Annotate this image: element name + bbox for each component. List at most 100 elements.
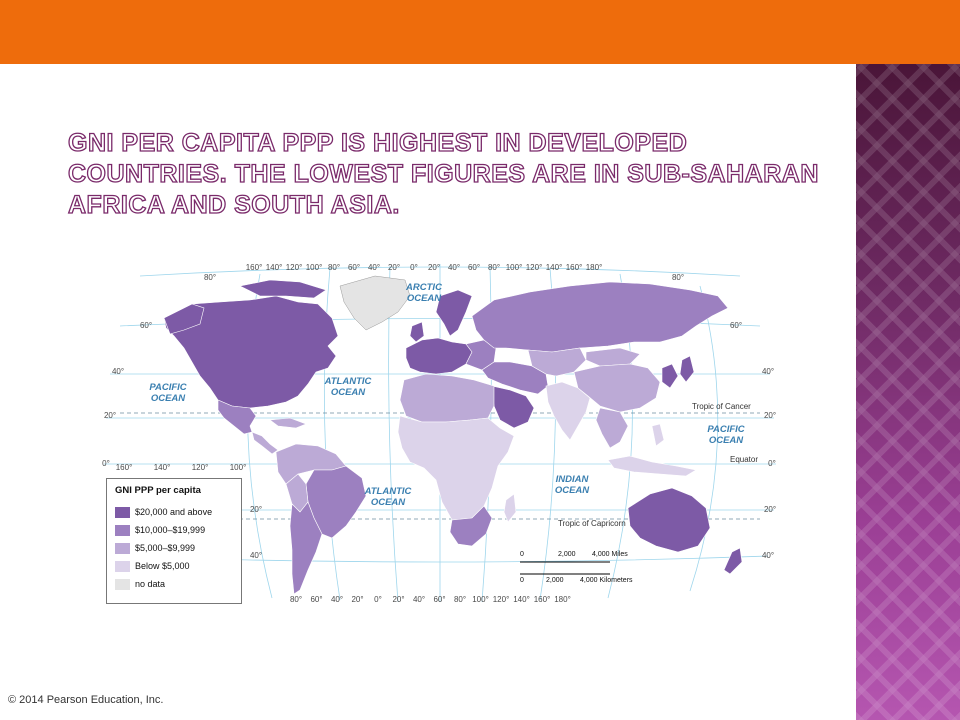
alaska-shape xyxy=(163,303,205,335)
arabia-shape xyxy=(491,385,535,429)
left-latitude-label: 0° xyxy=(102,459,110,468)
right-latitude-label: 0° xyxy=(768,459,776,468)
scale-miles-mid: 2,000 xyxy=(558,551,576,558)
greenland-shape xyxy=(339,275,411,331)
southeast-asia-shape xyxy=(595,407,629,449)
legend-item-5000-9999: $5,000–$9,999 xyxy=(115,542,195,554)
scale-bar: 0 2,000 4,000 Miles 0 2,000 4,000 Kilome… xyxy=(520,551,633,584)
bottom-longitude-label: 20° xyxy=(392,595,404,604)
equator-label: Equator xyxy=(730,455,758,464)
scale-km-end: 4,000 Kilometers xyxy=(580,577,633,584)
russia-shape xyxy=(471,281,729,353)
top-longitude-label: 20° xyxy=(428,263,440,272)
top-longitude-label: 160° xyxy=(566,263,583,272)
right-latitude-label: 80° xyxy=(672,273,684,282)
arctic-ocean-label-2: OCEAN xyxy=(407,293,442,304)
equator-longitude-label: 120° xyxy=(192,463,209,472)
bottom-longitude-label: 140° xyxy=(513,595,530,604)
slide-title: GNI per capita PPP is highest in develop… xyxy=(67,128,819,219)
left-latitude-label: 40° xyxy=(112,367,124,376)
bottom-longitude-label: 20° xyxy=(351,595,363,604)
top-longitude-label: 100° xyxy=(306,263,323,272)
left-latitude-label: 80° xyxy=(204,273,216,282)
tropic-capricorn-label: Tropic of Capricorn xyxy=(558,519,626,528)
header-bar xyxy=(0,0,960,64)
south-asia-shape xyxy=(545,381,591,441)
legend-title: GNI PPP per capita xyxy=(115,485,201,496)
arctic-ocean-label-1: ARCTIC xyxy=(405,282,442,293)
legend-swatch xyxy=(115,560,130,572)
bottom-longitude-label: 100° xyxy=(472,595,489,604)
bottom-longitude-label: 40° xyxy=(331,595,343,604)
pacific-east-label-1: PACIFIC xyxy=(707,424,744,435)
bottom-longitude-label: 180° xyxy=(554,595,571,604)
korea-japan-shape xyxy=(661,355,695,389)
atlantic-south-label-2: OCEAN xyxy=(371,497,406,508)
right-latitude-label: 20° xyxy=(764,505,776,514)
top-longitude-label: 60° xyxy=(348,263,360,272)
uk-shape xyxy=(409,321,425,343)
coordinate-labels: 160° 140° 120° 100° 80° 60° 40° 20° 0° 20° 40° 60° 8… xyxy=(102,263,776,604)
southern-africa-shape xyxy=(449,505,493,547)
pacific-east-label-2: OCEAN xyxy=(709,435,744,446)
legend-label: $10,000–$19,999 xyxy=(135,525,206,535)
top-longitude-label: 160° xyxy=(246,263,263,272)
top-longitude-label: 120° xyxy=(286,263,303,272)
indian-ocean-label-2: OCEAN xyxy=(555,485,590,496)
top-longitude-label: 100° xyxy=(506,263,523,272)
pacific-west-label-1: PACIFIC xyxy=(149,382,186,393)
top-longitude-label: 120° xyxy=(526,263,543,272)
left-latitude-label: 20° xyxy=(250,505,262,514)
bottom-longitude-label: 80° xyxy=(290,595,302,604)
legend-item-below-5000: Below $5,000 xyxy=(115,560,190,572)
equator-longitude-label: 100° xyxy=(230,463,247,472)
tropic-cancer-label: Tropic of Cancer xyxy=(692,402,751,411)
caribbean-shape xyxy=(269,417,307,429)
north-america-shape xyxy=(163,295,339,409)
right-latitude-label: 60° xyxy=(730,321,742,330)
left-latitude-label: 40° xyxy=(250,551,262,560)
scandinavia-shape xyxy=(435,289,473,337)
legend-label: Below $5,000 xyxy=(135,561,190,571)
top-longitude-label: 140° xyxy=(266,263,283,272)
legend-swatch xyxy=(115,506,130,518)
ocean-labels: ARCTIC OCEAN ATLANTIC OCEAN ATLANTIC OCE… xyxy=(149,282,744,508)
side-panel-texture xyxy=(856,64,960,720)
bottom-longitude-label: 40° xyxy=(413,595,425,604)
left-latitude-label: 20° xyxy=(104,411,116,420)
line-labels: Tropic of Cancer Equator Tropic of Capri… xyxy=(558,402,758,528)
arctic-islands-shape xyxy=(239,279,327,299)
top-longitude-label: 80° xyxy=(328,263,340,272)
bottom-longitude-label: 160° xyxy=(534,595,551,604)
legend-swatch xyxy=(115,542,130,554)
top-longitude-label: 0° xyxy=(410,263,418,272)
bottom-longitude-label: 0° xyxy=(374,595,382,604)
legend-label: $5,000–$9,999 xyxy=(135,543,196,553)
scale-miles-zero: 0 xyxy=(520,551,524,558)
top-longitude-label: 80° xyxy=(488,263,500,272)
legend-label: $20,000 and above xyxy=(135,507,213,517)
bottom-longitude-label: 60° xyxy=(433,595,445,604)
scale-km-mid: 2,000 xyxy=(546,577,564,584)
legend-swatch xyxy=(115,578,130,590)
atlantic-south-label-1: ATLANTIC xyxy=(364,486,412,497)
right-latitude-label: 20° xyxy=(764,411,776,420)
sub-saharan-africa-shape xyxy=(397,415,515,521)
bottom-longitude-label: 120° xyxy=(493,595,510,604)
atlantic-north-label-2: OCEAN xyxy=(331,387,366,398)
graticule-lon-h xyxy=(689,285,719,592)
top-longitude-label: 180° xyxy=(586,263,603,272)
equator-longitude-label: 160° xyxy=(116,463,133,472)
graticule-lon-b xyxy=(323,267,341,601)
legend-label: no data xyxy=(135,579,166,589)
side-decorative-panel xyxy=(856,64,960,720)
top-longitude-label: 40° xyxy=(368,263,380,272)
central-america-shape xyxy=(251,431,279,455)
philippines-shape xyxy=(651,423,665,447)
indonesia-shape xyxy=(607,455,697,477)
left-latitude-label: 60° xyxy=(140,321,152,330)
china-shape xyxy=(573,363,661,413)
copyright-notice: © 2014 Pearson Education, Inc. xyxy=(8,694,164,706)
top-longitude-label: 140° xyxy=(546,263,563,272)
pacific-west-label-2: OCEAN xyxy=(151,393,186,404)
